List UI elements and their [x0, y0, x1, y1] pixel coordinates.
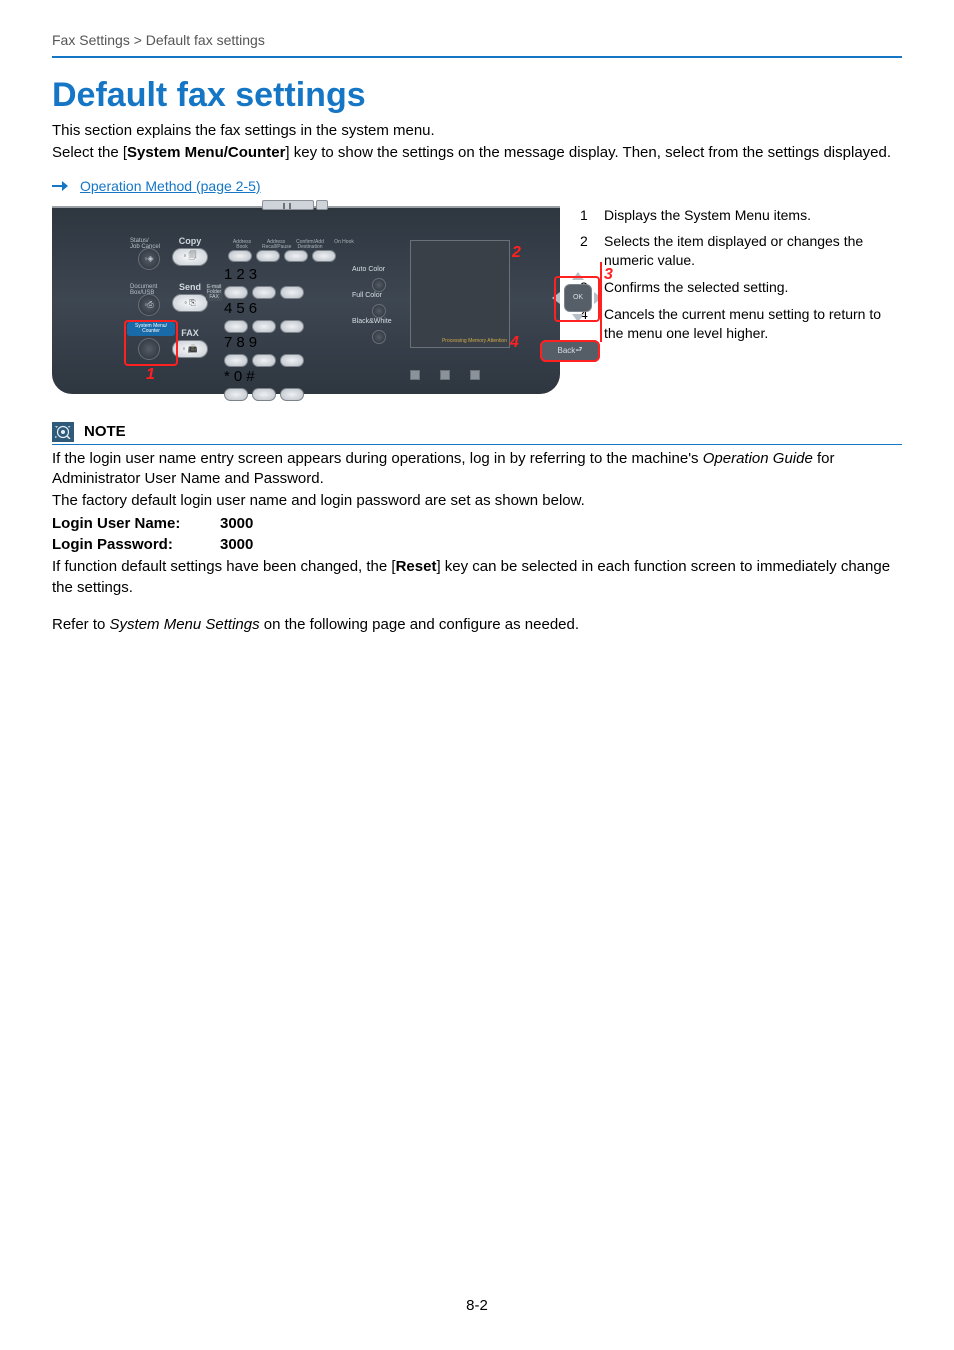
intro-line-2: Select the [System Menu/Counter] key to … [52, 143, 902, 163]
operation-method-link[interactable]: Operation Method (page 2-5) [80, 178, 261, 194]
highlight-box-4 [540, 340, 600, 362]
send-sublabel: E-mail Folder FAX [206, 284, 222, 301]
note-icon [52, 422, 74, 442]
full-color-button-icon [372, 304, 386, 318]
copy-button-icon: ◦ 🗐 [172, 248, 208, 266]
login-pass-value: 3000 [220, 536, 253, 553]
bw-label: Black&White [352, 318, 392, 325]
arrow-right-icon [52, 181, 68, 191]
closing-paragraph: Refer to System Menu Settings on the fol… [52, 616, 902, 633]
address-labels: Address Book Address Recall/Pause Confir… [228, 240, 358, 250]
callout-item-4: 4Cancels the current menu setting to ret… [580, 305, 902, 343]
login-pass-label: Login Password: [52, 536, 202, 553]
callout-item-2: 2Selects the item displayed or changes t… [580, 232, 902, 270]
status-strip: Processing Memory Attention [411, 335, 509, 347]
highlight-number-2: 2 [512, 244, 521, 262]
docbox-button-icon: ◦⎙ [138, 294, 160, 316]
note-p2: The factory default login user name and … [52, 491, 902, 511]
panel-top-tab [262, 200, 314, 210]
panel-top-tab-small [316, 200, 328, 210]
control-panel-figure: Status/ Job Cancel ◦◈ Document Box/USB ◦… [52, 206, 560, 394]
highlight-number-3: 3 [604, 266, 613, 284]
highlight-number-4: 4 [510, 334, 519, 352]
note-title: NOTE [84, 423, 126, 440]
send-button-icon: ◦ ⎘ [172, 294, 208, 312]
cross-ref-link-row: Operation Method (page 2-5) [52, 178, 902, 194]
breadcrumb-rule [52, 56, 902, 58]
intro-text: This section explains the fax settings i… [52, 121, 902, 164]
highlight-connector-3 [600, 262, 602, 342]
numeric-keypad: 123 456 789 *0# [224, 268, 304, 401]
login-pass-row: Login Password: 3000 [52, 536, 902, 553]
login-user-value: 3000 [220, 515, 253, 532]
intro-line-1: This section explains the fax settings i… [52, 121, 902, 141]
auto-color-button-icon [372, 278, 386, 292]
note-block: NOTE If the login user name entry screen… [52, 422, 902, 598]
note-p3: If function default settings have been c… [52, 557, 902, 598]
note-p1: If the login user name entry screen appe… [52, 449, 902, 490]
display-screen: Processing Memory Attention [410, 240, 510, 348]
breadcrumb: Fax Settings > Default fax settings [52, 32, 902, 56]
highlight-box-1 [124, 320, 178, 366]
bw-button-icon [372, 330, 386, 344]
callout-list: 1Displays the System Menu items. 2Select… [580, 206, 902, 343]
callout-item-1: 1Displays the System Menu items. [580, 206, 902, 225]
auto-color-label: Auto Color [352, 266, 385, 273]
full-color-label: Full Color [352, 292, 382, 299]
login-user-row: Login User Name: 3000 [52, 515, 902, 532]
indicator-leds [410, 370, 480, 380]
highlight-number-1: 1 [146, 366, 155, 384]
highlight-box-3 [554, 276, 600, 322]
status-button-icon: ◦◈ [138, 248, 160, 270]
callout-item-3: 3Confirms the selected setting. [580, 278, 902, 297]
login-user-label: Login User Name: [52, 515, 202, 532]
address-buttons [228, 250, 336, 262]
copy-mode: Copy ◦ 🗐 [168, 236, 212, 266]
page-title: Default fax settings [52, 76, 902, 115]
page-number: 8-2 [0, 1297, 954, 1314]
